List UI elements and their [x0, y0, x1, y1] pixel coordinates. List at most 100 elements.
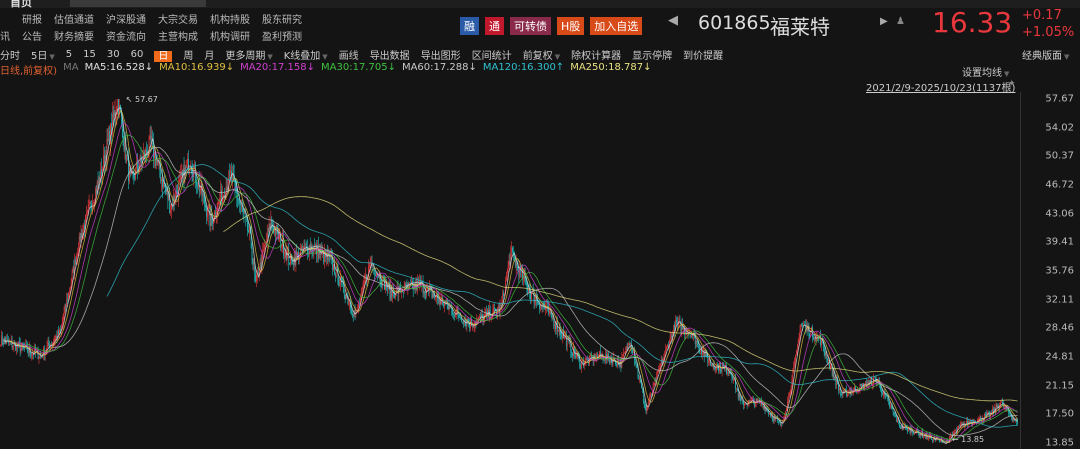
toolbar-item[interactable]: 5: [66, 49, 72, 60]
candle-body: [880, 384, 881, 390]
candle-body: [207, 207, 209, 217]
candle-body: [532, 291, 534, 292]
candle-body: [799, 330, 801, 340]
badge-button[interactable]: 融: [460, 17, 479, 35]
nav-item[interactable]: 公告: [22, 32, 42, 43]
nav-item[interactable]: 股东研究: [262, 15, 302, 26]
candle-body: [0, 345, 1, 346]
nav-item[interactable]: 盈利预测: [262, 32, 302, 43]
toolbar-item[interactable]: 周: [183, 47, 193, 62]
toolbar-item[interactable]: 60: [131, 49, 144, 60]
nav-item[interactable]: 大宗交易: [158, 15, 198, 26]
ma-bar: 日线,前复权) MA MA5:16.528↓ MA10:16.939↓ MA20:1…: [0, 62, 651, 77]
candle-body: [667, 345, 668, 347]
toolbar-item[interactable]: 月: [204, 47, 214, 62]
candle-body: [197, 180, 199, 187]
ma-settings-button[interactable]: 设置均线 ▼: [962, 68, 1010, 79]
candle-body: [364, 280, 366, 283]
toolbar-item[interactable]: 更多周期 ▼: [225, 47, 272, 62]
candle-body: [283, 238, 284, 256]
toolbar-item-label: 15: [83, 49, 96, 60]
toolbar-item[interactable]: 分时: [0, 47, 20, 62]
candle-body: [672, 330, 674, 339]
toolbar-item[interactable]: 显示停牌: [632, 47, 672, 62]
candle-body: [750, 401, 752, 402]
candle-body: [658, 370, 659, 372]
candle-body: [716, 364, 718, 369]
candle-body: [841, 394, 843, 396]
nav-item[interactable]: 讯: [0, 32, 10, 43]
toolbar-item-label: 周: [183, 51, 194, 62]
nav-item[interactable]: 沪深股通: [106, 15, 146, 26]
toolbar-item[interactable]: K线叠加 ▼: [284, 47, 328, 62]
candle-body: [861, 385, 863, 386]
candle-body: [559, 327, 561, 334]
candle-body: [125, 137, 127, 162]
candle-body: [557, 330, 559, 332]
candle-body: [1008, 410, 1009, 413]
candle-body: [618, 362, 620, 367]
toolbar-item[interactable]: 5日 ▼: [31, 47, 55, 62]
candle-body: [875, 378, 877, 383]
prev-stock-icon[interactable]: ◀: [668, 13, 678, 28]
nav-item[interactable]: 研报: [22, 15, 42, 26]
toolbar-item[interactable]: 导出图形: [421, 47, 461, 62]
nav-item[interactable]: 机构持股: [210, 15, 250, 26]
toolbar-item[interactable]: 30: [107, 49, 120, 60]
nav-item[interactable]: 主营构成: [158, 32, 198, 43]
pin-icon[interactable]: ✦: [1008, 79, 1016, 89]
nav-item[interactable]: 资金流向: [106, 32, 146, 43]
toolbar-item[interactable]: 导出数据: [370, 47, 410, 62]
nav-item[interactable]: 估值通道: [54, 15, 94, 26]
candle-body: [210, 213, 212, 227]
next-stock-icon[interactable]: ▶: [880, 16, 888, 27]
candle-body: [567, 338, 569, 339]
candle-body: [843, 390, 845, 392]
nav-item[interactable]: 财务摘要: [54, 32, 94, 43]
layout-select[interactable]: 经典版面 ▼: [1022, 51, 1070, 62]
toolbar-item[interactable]: 15: [83, 49, 96, 60]
window-tab[interactable]: [70, 0, 206, 7]
nav-item[interactable]: 机构调研: [210, 32, 250, 43]
candle-body: [112, 114, 113, 133]
badge-button[interactable]: 通: [485, 17, 504, 35]
kline-chart[interactable]: ↖ 57.67 ← 13.85: [0, 92, 1020, 449]
candle-body: [891, 406, 893, 409]
ma10-line: [8, 110, 1018, 443]
candle-body: [120, 112, 122, 119]
candle-body: [922, 431, 923, 438]
candle-body: [836, 378, 838, 386]
candle-body: [434, 296, 436, 298]
toolbar-item[interactable]: 日: [154, 47, 173, 62]
candle-body: [610, 359, 612, 361]
badge-button[interactable]: 加入自选: [590, 17, 643, 35]
candle-body: [403, 292, 404, 293]
candle-body: [769, 412, 770, 415]
candle-body: [61, 323, 63, 327]
candle-body: [158, 160, 160, 161]
ma-value: MA60:17.288↓: [401, 62, 477, 73]
toolbar-item[interactable]: 区间统计: [472, 47, 512, 62]
candle-body: [473, 325, 475, 327]
candle-body: [939, 439, 941, 442]
candle-body: [275, 226, 277, 236]
toolbar-item[interactable]: 画线: [339, 47, 359, 62]
date-range[interactable]: 2021/2/9-2025/10/23(1137根): [866, 83, 1016, 94]
candle-body: [265, 243, 266, 246]
candle-body: [119, 104, 120, 116]
candle-body: [590, 354, 591, 356]
toolbar-item[interactable]: 除权计算器: [571, 47, 621, 62]
candle-body: [656, 373, 658, 382]
badge-button[interactable]: H股: [557, 17, 585, 35]
candle-body: [378, 272, 380, 278]
candle-body: [267, 231, 269, 233]
candle-body: [22, 343, 24, 347]
candle-body: [651, 392, 653, 395]
candle-body: [352, 314, 354, 317]
candle-body: [437, 298, 439, 301]
toolbar-item[interactable]: 到价提醒: [683, 47, 723, 62]
alert-bell-icon[interactable]: ♟: [896, 16, 905, 27]
candle-body: [966, 420, 967, 425]
badge-button[interactable]: 可转债: [510, 17, 551, 35]
toolbar-item[interactable]: 前复权 ▼: [523, 47, 560, 62]
